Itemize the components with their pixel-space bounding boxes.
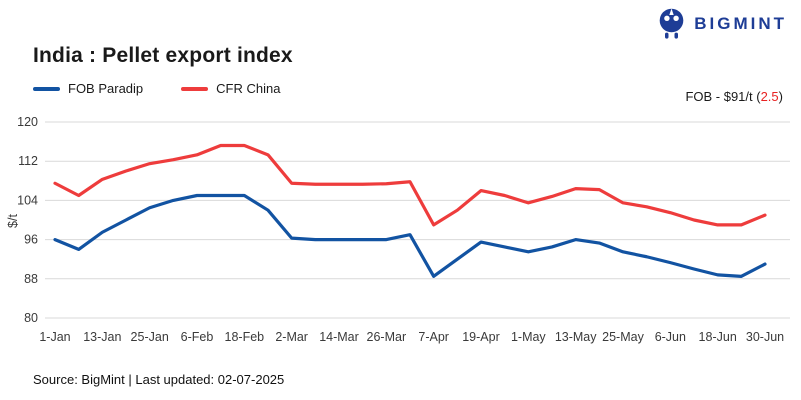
- x-tick-label: 19-Apr: [462, 330, 500, 344]
- y-tick-label: 96: [24, 233, 38, 247]
- x-tick-label: 6-Jun: [655, 330, 686, 344]
- y-axis-label: $/t: [6, 214, 20, 228]
- y-tick-label: 80: [24, 311, 38, 325]
- legend-swatch-red: [181, 86, 209, 91]
- series-line-fob-paradip[interactable]: [53, 193, 767, 278]
- y-tick-label: 112: [18, 154, 38, 168]
- legend-label: FOB Paradip: [68, 81, 144, 96]
- legend-item-fob-paradip[interactable]: FOB Paradip: [33, 81, 143, 96]
- brand-name: BIGMINT: [694, 13, 787, 33]
- x-tick-label: 18-Jun: [699, 330, 737, 344]
- annotation-prefix: FOB - $91/t (: [685, 89, 761, 104]
- x-tick-label: 2-Mar: [275, 330, 308, 344]
- legend-item-cfr-china[interactable]: CFR China: [181, 81, 280, 96]
- y-tick-label: 88: [24, 272, 38, 286]
- bigmint-logo: BIGMINT: [658, 8, 787, 39]
- bigmint-logo-icon: [659, 8, 684, 39]
- x-tick-label: 1-Jan: [39, 330, 70, 344]
- x-tick-label: 30-Jun: [746, 330, 784, 344]
- x-tick-label: 25-Jan: [131, 330, 169, 344]
- annotation-change-value: 2.5: [760, 89, 779, 104]
- latest-price-annotation: FOB - $91/t (2.5): [685, 89, 783, 104]
- x-tick-label: 14-Mar: [319, 330, 359, 344]
- legend-label: CFR China: [216, 81, 281, 96]
- annotation-suffix: ): [778, 89, 783, 104]
- series-line-cfr-china[interactable]: [53, 143, 767, 227]
- chart-legend: FOB Paradip CFR China: [33, 81, 280, 96]
- chart-title: India : Pellet export index: [33, 44, 293, 67]
- y-tick-label: 104: [17, 193, 38, 207]
- legend-swatch-blue: [33, 86, 60, 91]
- x-tick-label: 13-Jan: [83, 330, 121, 344]
- y-tick-label: 120: [17, 115, 38, 129]
- x-tick-label: 26-Mar: [367, 330, 407, 344]
- x-tick-label: 1-May: [511, 330, 546, 344]
- x-tick-label: 7-Apr: [418, 330, 449, 344]
- x-tick-label: 13-May: [555, 330, 597, 344]
- x-tick-label: 6-Feb: [181, 330, 214, 344]
- x-tick-label: 25-May: [602, 330, 644, 344]
- source-note: Source: BigMint | Last updated: 02-07-20…: [33, 372, 285, 387]
- x-tick-label: 18-Feb: [225, 330, 265, 344]
